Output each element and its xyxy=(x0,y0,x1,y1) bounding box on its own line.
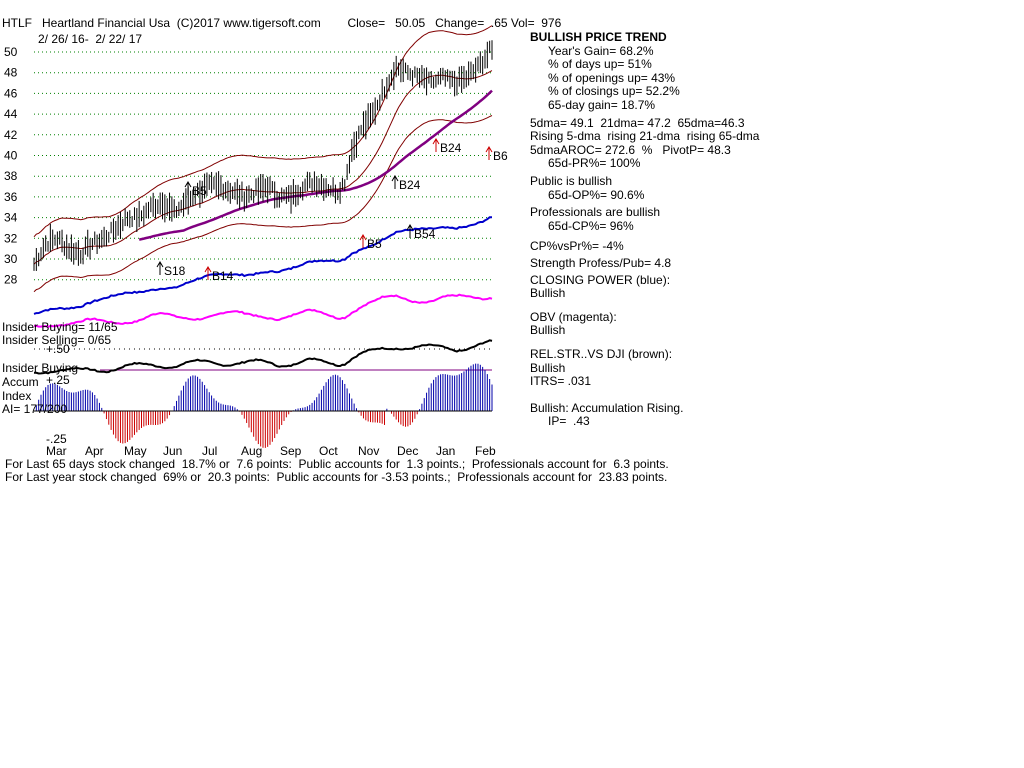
y-tick-48: 48 xyxy=(4,66,18,80)
month-label-Sep: Sep xyxy=(280,444,302,458)
y-tick-28: 28 xyxy=(4,273,18,287)
sidebar-line: 5dmaAROC= 272.6 % PivotP= 48.3 xyxy=(530,142,731,157)
sidebar-line: 65d-OP%= 90.6% xyxy=(548,187,645,202)
y-tick-42: 42 xyxy=(4,128,18,142)
sidebar-line: 5dma= 49.1 21dma= 47.2 65dma=46.3 xyxy=(530,115,745,130)
sidebar-line: Bullish: Accumulation Rising. xyxy=(530,400,684,415)
obv-path xyxy=(33,293,493,328)
signal-arrowhead-6 xyxy=(184,181,192,188)
ma65-line xyxy=(138,89,493,241)
sidebar-line: 65d-CP%= 96% xyxy=(548,218,634,233)
y-tick-44: 44 xyxy=(4,107,18,121)
footer-year: For Last year stock changed 69% or 20.3 … xyxy=(5,470,668,484)
sidebar-line: CLOSING POWER (blue): xyxy=(530,272,671,287)
y-tick-36: 36 xyxy=(4,190,18,204)
signal-arrowhead-3 xyxy=(406,224,414,231)
sidebar-line: Professionals are bullish xyxy=(530,205,661,220)
month-label-Nov: Nov xyxy=(358,444,379,458)
sidebar-line: % of closings up= 52.2% xyxy=(548,84,680,99)
sidebar-line: ITRS= .031 xyxy=(530,374,592,389)
chart-header: HTLF Heartland Financial Usa (C)2017 www… xyxy=(2,16,562,30)
sidebar-line: Year's Gain= 68.2% xyxy=(548,43,654,58)
signal-label-1: B14 xyxy=(212,269,234,283)
signal-arrowhead-0 xyxy=(156,261,164,268)
upper-band xyxy=(33,25,493,238)
signal-label-5: B6 xyxy=(493,149,508,163)
signal-arrowhead-1 xyxy=(204,266,212,273)
sidebar-line: Rising 5-dma rising 21-dma rising 65-dma xyxy=(530,129,760,144)
month-label-Oct: Oct xyxy=(319,444,338,458)
month-label-Dec: Dec xyxy=(397,444,418,458)
sidebar-line: % of days up= 51% xyxy=(548,57,652,72)
plus50-label: +.50 xyxy=(46,342,70,356)
sidebar-line: IP= .43 xyxy=(548,414,590,429)
price-bars xyxy=(33,40,493,271)
footer-65day: For Last 65 days stock changed 18.7% or … xyxy=(5,457,669,471)
signal-label-3: B54 xyxy=(414,227,436,241)
y-tick-32: 32 xyxy=(4,231,18,245)
sidebar-line: 65-day gain= 18.7% xyxy=(548,98,656,112)
insider-buying-label: Insider Buying= 11/65 xyxy=(2,320,118,334)
sidebar-line: Bullish xyxy=(530,286,566,301)
sidebar-line: Strength Profess/Pub= 4.8 xyxy=(530,256,672,270)
signal-label-4: B24 xyxy=(440,141,462,155)
y-tick-46: 46 xyxy=(4,86,18,100)
rel-str-line xyxy=(33,339,493,375)
y-tick-40: 40 xyxy=(4,149,18,163)
obv-line xyxy=(33,293,493,328)
accum-label: Accum xyxy=(2,375,39,389)
signal-arrowhead-2 xyxy=(359,234,367,241)
signal-label-6: B5 xyxy=(192,184,207,198)
signal-label-2: B5 xyxy=(367,237,382,251)
sidebar-line: OBV (magenta): xyxy=(530,309,617,324)
month-label-Jan: Jan xyxy=(436,444,455,458)
month-labels: Mar Apr May Jun Jul Aug Sep Oct Nov Dec Jan Feb xyxy=(46,444,496,458)
closing-power-line xyxy=(33,216,492,315)
y-tick-30: 30 xyxy=(4,252,18,266)
accumulation-histogram xyxy=(34,363,493,448)
month-label-Mar: Mar xyxy=(46,444,67,458)
signal-label-0: S18 xyxy=(164,264,186,278)
signal-arrowhead-5 xyxy=(485,146,493,153)
y-tick-50: 50 xyxy=(4,45,18,59)
month-label-Aug: Aug xyxy=(241,444,262,458)
sidebar-line: % of openings up= 43% xyxy=(548,70,676,85)
price-y-tick-labels: 28 30 32 34 36 38 40 42 44 46 48 50 xyxy=(4,45,18,287)
month-label-Jun: Jun xyxy=(163,444,182,458)
index-label: Index xyxy=(2,389,32,403)
month-label-Feb: Feb xyxy=(475,444,496,458)
sidebar-line: REL.STR..VS DJI (brown): xyxy=(530,347,673,361)
price-bands xyxy=(33,25,493,293)
rel-str-path xyxy=(33,339,493,375)
month-label-Apr: Apr xyxy=(85,444,104,458)
signal-label-7: B24 xyxy=(399,178,421,192)
plus25-label: +.25 xyxy=(46,373,70,387)
sidebar-line: Bullish xyxy=(530,360,566,375)
month-label-May: May xyxy=(124,444,147,458)
sidebar-line: CP%vsPr%= -4% xyxy=(530,239,624,254)
y-tick-38: 38 xyxy=(4,169,18,183)
sidebar-line: Public is bullish xyxy=(530,174,613,188)
minus25-label: -.25 xyxy=(46,432,67,446)
insider-selling-label: Insider Selling= 0/65 xyxy=(2,333,112,347)
signal-arrows: S18 B14 B5 B54 B24 B6 B5 B24 xyxy=(156,138,508,283)
lower-band xyxy=(33,115,493,293)
insider-buying-label-2: Insider Buying xyxy=(2,361,79,375)
date-range: 2/ 26/ 16- 2/ 22/ 17 xyxy=(38,32,143,46)
sidebar-line: Bullish xyxy=(530,323,566,338)
sidebar-line: BULLISH PRICE TREND xyxy=(530,30,667,44)
month-label-Jul: Jul xyxy=(202,444,217,458)
signal-arrowhead-4 xyxy=(432,138,440,145)
ai-label: AI= 177/200 xyxy=(2,402,68,416)
sidebar-line: 65d-PR%= 100% xyxy=(548,156,641,171)
signal-arrowhead-7 xyxy=(391,175,399,182)
y-tick-34: 34 xyxy=(4,211,18,225)
closing-power-path xyxy=(33,216,492,315)
